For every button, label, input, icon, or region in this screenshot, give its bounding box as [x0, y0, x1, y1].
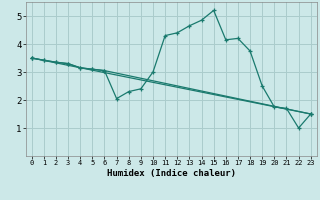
- X-axis label: Humidex (Indice chaleur): Humidex (Indice chaleur): [107, 169, 236, 178]
